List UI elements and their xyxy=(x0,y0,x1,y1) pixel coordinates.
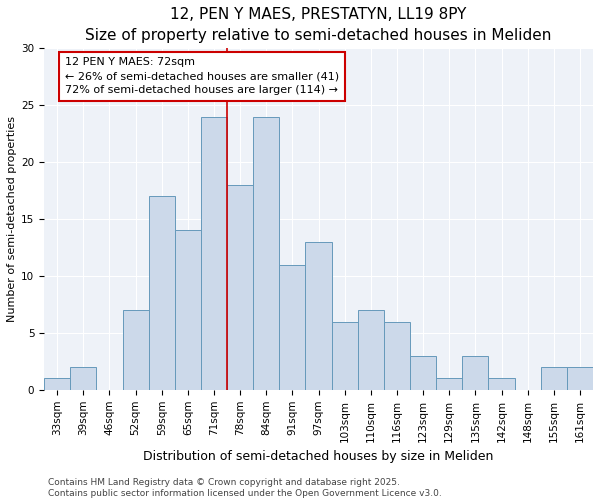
X-axis label: Distribution of semi-detached houses by size in Meliden: Distribution of semi-detached houses by … xyxy=(143,450,494,463)
Bar xyxy=(541,367,567,390)
Bar xyxy=(332,322,358,390)
Bar xyxy=(280,264,305,390)
Bar xyxy=(201,116,227,390)
Bar xyxy=(122,310,149,390)
Title: 12, PEN Y MAES, PRESTATYN, LL19 8PY
Size of property relative to semi-detached h: 12, PEN Y MAES, PRESTATYN, LL19 8PY Size… xyxy=(85,7,552,43)
Bar xyxy=(149,196,175,390)
Bar xyxy=(70,367,97,390)
Text: Contains HM Land Registry data © Crown copyright and database right 2025.
Contai: Contains HM Land Registry data © Crown c… xyxy=(48,478,442,498)
Bar xyxy=(436,378,463,390)
Bar xyxy=(384,322,410,390)
Bar xyxy=(410,356,436,390)
Bar xyxy=(567,367,593,390)
Bar xyxy=(358,310,384,390)
Bar xyxy=(463,356,488,390)
Bar xyxy=(175,230,201,390)
Bar xyxy=(253,116,280,390)
Text: 12 PEN Y MAES: 72sqm
← 26% of semi-detached houses are smaller (41)
72% of semi-: 12 PEN Y MAES: 72sqm ← 26% of semi-detac… xyxy=(65,58,339,96)
Bar xyxy=(44,378,70,390)
Y-axis label: Number of semi-detached properties: Number of semi-detached properties xyxy=(7,116,17,322)
Bar xyxy=(227,185,253,390)
Bar xyxy=(488,378,515,390)
Bar xyxy=(305,242,332,390)
